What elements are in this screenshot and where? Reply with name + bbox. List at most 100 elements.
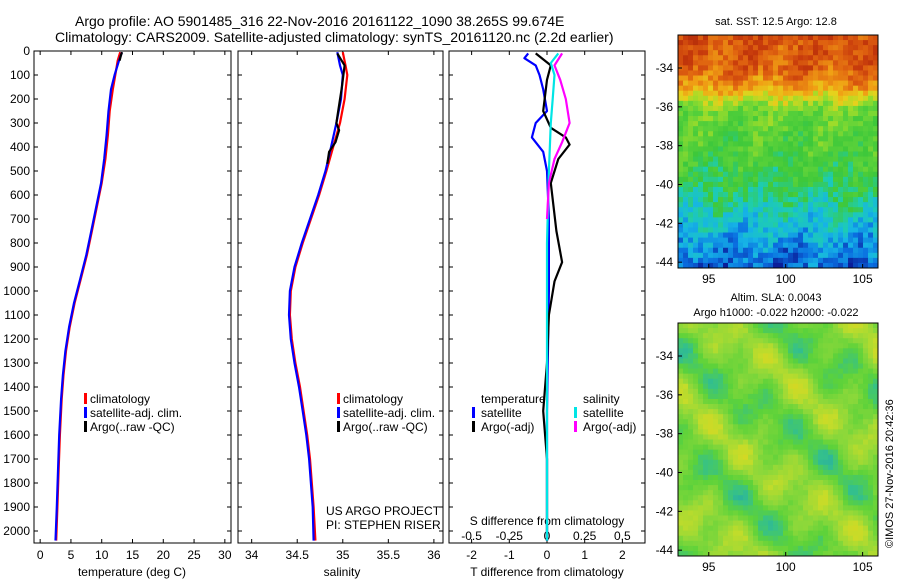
- map-cell: [718, 121, 724, 127]
- map-cell: [788, 192, 794, 198]
- map-cell: [838, 40, 844, 46]
- map-cell: [723, 454, 729, 461]
- map-cell: [828, 510, 834, 516]
- map-cell: [768, 419, 774, 425]
- map-cell: [803, 156, 809, 163]
- map-cell: [693, 161, 699, 168]
- map-cell: [873, 480, 879, 486]
- map-cell: [823, 348, 829, 354]
- map-cell: [753, 338, 759, 344]
- map-cell: [798, 338, 804, 344]
- map-cell: [848, 464, 854, 471]
- map-cell: [718, 227, 724, 233]
- map-cell: [708, 110, 714, 117]
- map-cell: [738, 166, 744, 173]
- map-cell: [843, 368, 849, 375]
- map-cell: [713, 192, 719, 198]
- map-cell: [863, 121, 869, 127]
- map-cell: [858, 358, 864, 364]
- map-cell: [733, 192, 739, 198]
- map-cell: [798, 151, 804, 157]
- map-cell: [778, 348, 784, 354]
- map-cell: [768, 363, 774, 369]
- map-cell: [803, 262, 809, 269]
- map-cell: [858, 131, 864, 137]
- map-cell: [813, 156, 819, 163]
- series-line-s-argo-adj: [545, 52, 571, 220]
- map-cell: [793, 535, 799, 542]
- map-cell: [793, 202, 799, 208]
- map-cell: [793, 485, 799, 491]
- map-cell: [783, 545, 789, 552]
- map-cell: [843, 70, 849, 76]
- map-cell: [758, 378, 764, 385]
- differences-series-group: [523, 52, 571, 541]
- map-cell: [858, 393, 864, 400]
- map-cell: [738, 348, 744, 354]
- map-cell: [808, 409, 814, 415]
- map-cell: [838, 141, 844, 147]
- map-cell: [758, 398, 764, 405]
- map-cell: [793, 166, 799, 173]
- map-cell: [818, 202, 824, 208]
- map-cell: [768, 100, 774, 107]
- map-cell: [843, 530, 849, 537]
- map-cell: [853, 338, 859, 344]
- map-cell: [768, 444, 774, 451]
- map-cell: [868, 454, 874, 461]
- map-cell: [738, 333, 744, 339]
- map-cell: [703, 212, 709, 218]
- map-cell: [808, 247, 814, 254]
- legend-header-temperature: temperature: [481, 392, 546, 406]
- map-cell: [873, 242, 879, 249]
- map-cell: [728, 186, 734, 193]
- map-cell: [838, 197, 844, 203]
- map-cell: [758, 505, 764, 511]
- map-cell: [873, 404, 879, 410]
- map-cell: [798, 217, 804, 223]
- map-cell: [778, 454, 784, 461]
- map-cell: [823, 414, 829, 420]
- map-cell: [763, 192, 769, 198]
- map-cell: [743, 520, 749, 527]
- map-cell: [788, 469, 794, 476]
- map-cell: [748, 510, 754, 516]
- map-cell: [738, 495, 744, 501]
- map-cell: [823, 45, 829, 51]
- map-cell: [723, 60, 729, 66]
- map-cell: [743, 90, 749, 97]
- map-cell: [868, 207, 874, 213]
- map-cell: [688, 186, 694, 193]
- map-cell: [778, 404, 784, 410]
- map-cell: [678, 50, 684, 56]
- map-cell: [783, 434, 789, 440]
- map-cell: [693, 454, 699, 461]
- map-cell: [848, 40, 854, 46]
- lat-tick-label: -36: [656, 100, 674, 114]
- map-cell: [778, 217, 784, 223]
- map-cell: [833, 449, 839, 456]
- map-cell: [693, 500, 699, 506]
- map-cell: [748, 469, 754, 476]
- map-cell: [728, 333, 734, 339]
- map-cell: [783, 429, 789, 435]
- x-tick-label: 30: [218, 548, 232, 562]
- map-cell: [798, 409, 804, 415]
- map-cell: [783, 151, 789, 157]
- map-cell: [773, 136, 779, 142]
- map-cell: [853, 171, 859, 178]
- map-cell: [803, 227, 809, 233]
- map-cell: [863, 393, 869, 400]
- map-cell: [793, 35, 799, 41]
- map-cell: [798, 222, 804, 228]
- map-cell: [793, 500, 799, 506]
- map-cell: [683, 186, 689, 193]
- map-cell: [828, 100, 834, 107]
- map-cell: [778, 358, 784, 364]
- map-cell: [813, 409, 819, 415]
- map-cell: [853, 480, 859, 486]
- map-cell: [733, 500, 739, 506]
- map-cell: [718, 192, 724, 198]
- map-cell: [753, 363, 759, 369]
- map-cell: [693, 217, 699, 223]
